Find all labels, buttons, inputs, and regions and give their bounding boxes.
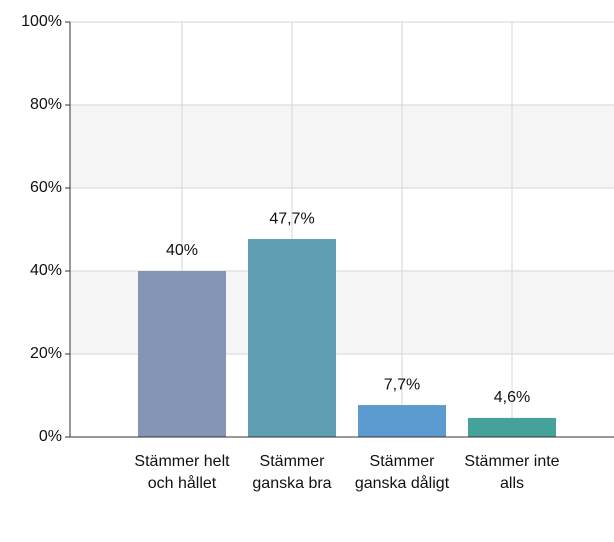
x-tick-label: Stämmer helt och hållet [134,453,230,492]
y-tick-label: 40% [30,262,62,279]
bar [138,271,226,437]
y-tick-label: 100% [21,13,62,30]
data-label: 40% [166,242,198,259]
x-tick-label: Stämmer ganska bra [252,453,332,492]
data-label: 7,7% [384,376,420,393]
bar [248,239,336,437]
x-tick-label: Stämmer inte alls [464,453,560,492]
y-tick-label: 20% [30,345,62,362]
x-tick-label: Stämmer ganska dåligt [354,453,450,492]
grid-band [70,105,614,188]
bar [468,417,556,437]
y-tick-label: 0% [39,428,62,445]
data-label: 47,7% [269,210,314,227]
data-label: 4,6% [494,389,530,406]
y-tick-label: 60% [30,179,62,196]
bar [358,405,446,437]
y-tick-label: 80% [30,96,62,113]
